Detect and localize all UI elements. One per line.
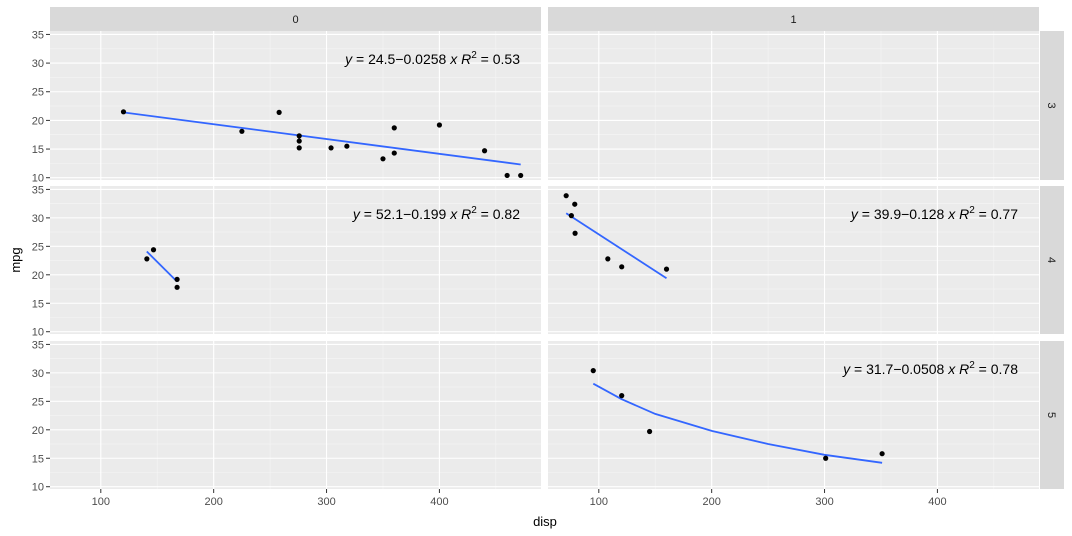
y-tick-label: 35 <box>32 29 44 41</box>
panel-background <box>548 31 1039 180</box>
data-point <box>276 109 282 115</box>
regression-equation: y = 31.7−0.0508 x R2 = 0.78 <box>842 360 1018 377</box>
data-point <box>619 393 625 399</box>
y-tick-label: 10 <box>32 327 44 339</box>
data-point <box>296 133 302 139</box>
column-strip <box>50 7 541 31</box>
y-tick-label: 10 <box>32 482 44 494</box>
row-strip-label: 3 <box>1045 102 1057 108</box>
x-tick-label: 400 <box>430 496 448 508</box>
data-point <box>568 213 574 219</box>
data-point <box>380 156 386 162</box>
y-tick-label: 20 <box>32 270 44 282</box>
data-point <box>328 145 334 151</box>
data-point <box>619 264 625 270</box>
data-point <box>436 122 443 128</box>
data-point <box>174 284 180 290</box>
data-point <box>823 455 829 461</box>
facet-panels: 0 134510152025303510152025303510152025303… <box>32 7 1064 508</box>
regression-line <box>565 212 667 279</box>
y-tick-label: 15 <box>32 453 44 465</box>
y-tick-label: 25 <box>32 87 44 99</box>
y-tick-label: 30 <box>32 213 44 225</box>
regression-equation: y = 39.9−0.128 x R2 = 0.77 <box>850 205 1018 222</box>
y-tick-label: 20 <box>32 115 44 127</box>
data-point <box>391 150 397 156</box>
x-tick-label: 300 <box>815 496 833 508</box>
panel-background <box>548 341 1039 489</box>
y-axis-title: mpg <box>8 247 23 272</box>
panel-background <box>50 31 541 180</box>
column-strip-label: 1 <box>790 14 796 26</box>
y-tick-label: 20 <box>32 425 44 437</box>
data-point <box>344 143 350 149</box>
column-strip <box>548 7 1039 31</box>
regression-equation: y = 52.1−0.199 x R2 = 0.82 <box>352 205 520 222</box>
data-point <box>518 172 524 179</box>
row-strip <box>1040 31 1064 180</box>
data-point <box>174 276 180 282</box>
data-point <box>239 128 245 134</box>
data-point <box>879 451 885 457</box>
regression-equation: y = 24.5−0.0258 x R2 = 0.53 <box>344 50 520 67</box>
panel-background <box>50 341 541 489</box>
regression-line <box>146 250 178 283</box>
x-tick-label: 300 <box>317 496 335 508</box>
row-strip-label: 5 <box>1045 412 1057 418</box>
data-point <box>391 125 397 131</box>
y-tick-label: 25 <box>32 241 44 253</box>
panel-background <box>548 186 1039 334</box>
regression-line <box>123 111 521 166</box>
data-point <box>481 148 488 154</box>
data-point <box>296 138 302 144</box>
y-tick-label: 30 <box>32 58 44 70</box>
column-strip-label: 0 <box>292 14 298 26</box>
row-strip <box>1040 341 1064 489</box>
x-tick-label: 400 <box>928 496 946 508</box>
data-point <box>144 256 150 262</box>
data-point <box>646 428 653 435</box>
data-point <box>563 193 569 199</box>
panel-background <box>50 186 541 334</box>
data-point <box>663 266 670 272</box>
data-point <box>120 109 127 115</box>
y-tick-label: 35 <box>32 184 44 196</box>
row-strip <box>1040 186 1064 334</box>
y-tick-label: 10 <box>32 173 44 185</box>
data-point <box>590 368 596 374</box>
y-tick-label: 15 <box>32 298 44 310</box>
data-point <box>572 230 578 236</box>
x-tick-label: 200 <box>702 496 720 508</box>
y-tick-label: 35 <box>32 339 44 351</box>
y-tick-label: 25 <box>32 396 44 408</box>
data-point <box>605 256 611 262</box>
data-point <box>150 247 157 253</box>
data-point <box>296 145 302 151</box>
y-tick-label: 30 <box>32 368 44 380</box>
data-point <box>504 172 510 179</box>
x-tick-label: 200 <box>204 496 222 508</box>
regression-line <box>592 382 883 464</box>
row-strip-label: 4 <box>1045 257 1057 263</box>
x-axis-title: disp <box>533 514 557 529</box>
x-tick-label: 100 <box>92 496 110 508</box>
y-tick-label: 15 <box>32 144 44 156</box>
x-tick-label: 100 <box>590 496 608 508</box>
data-point <box>572 201 578 207</box>
